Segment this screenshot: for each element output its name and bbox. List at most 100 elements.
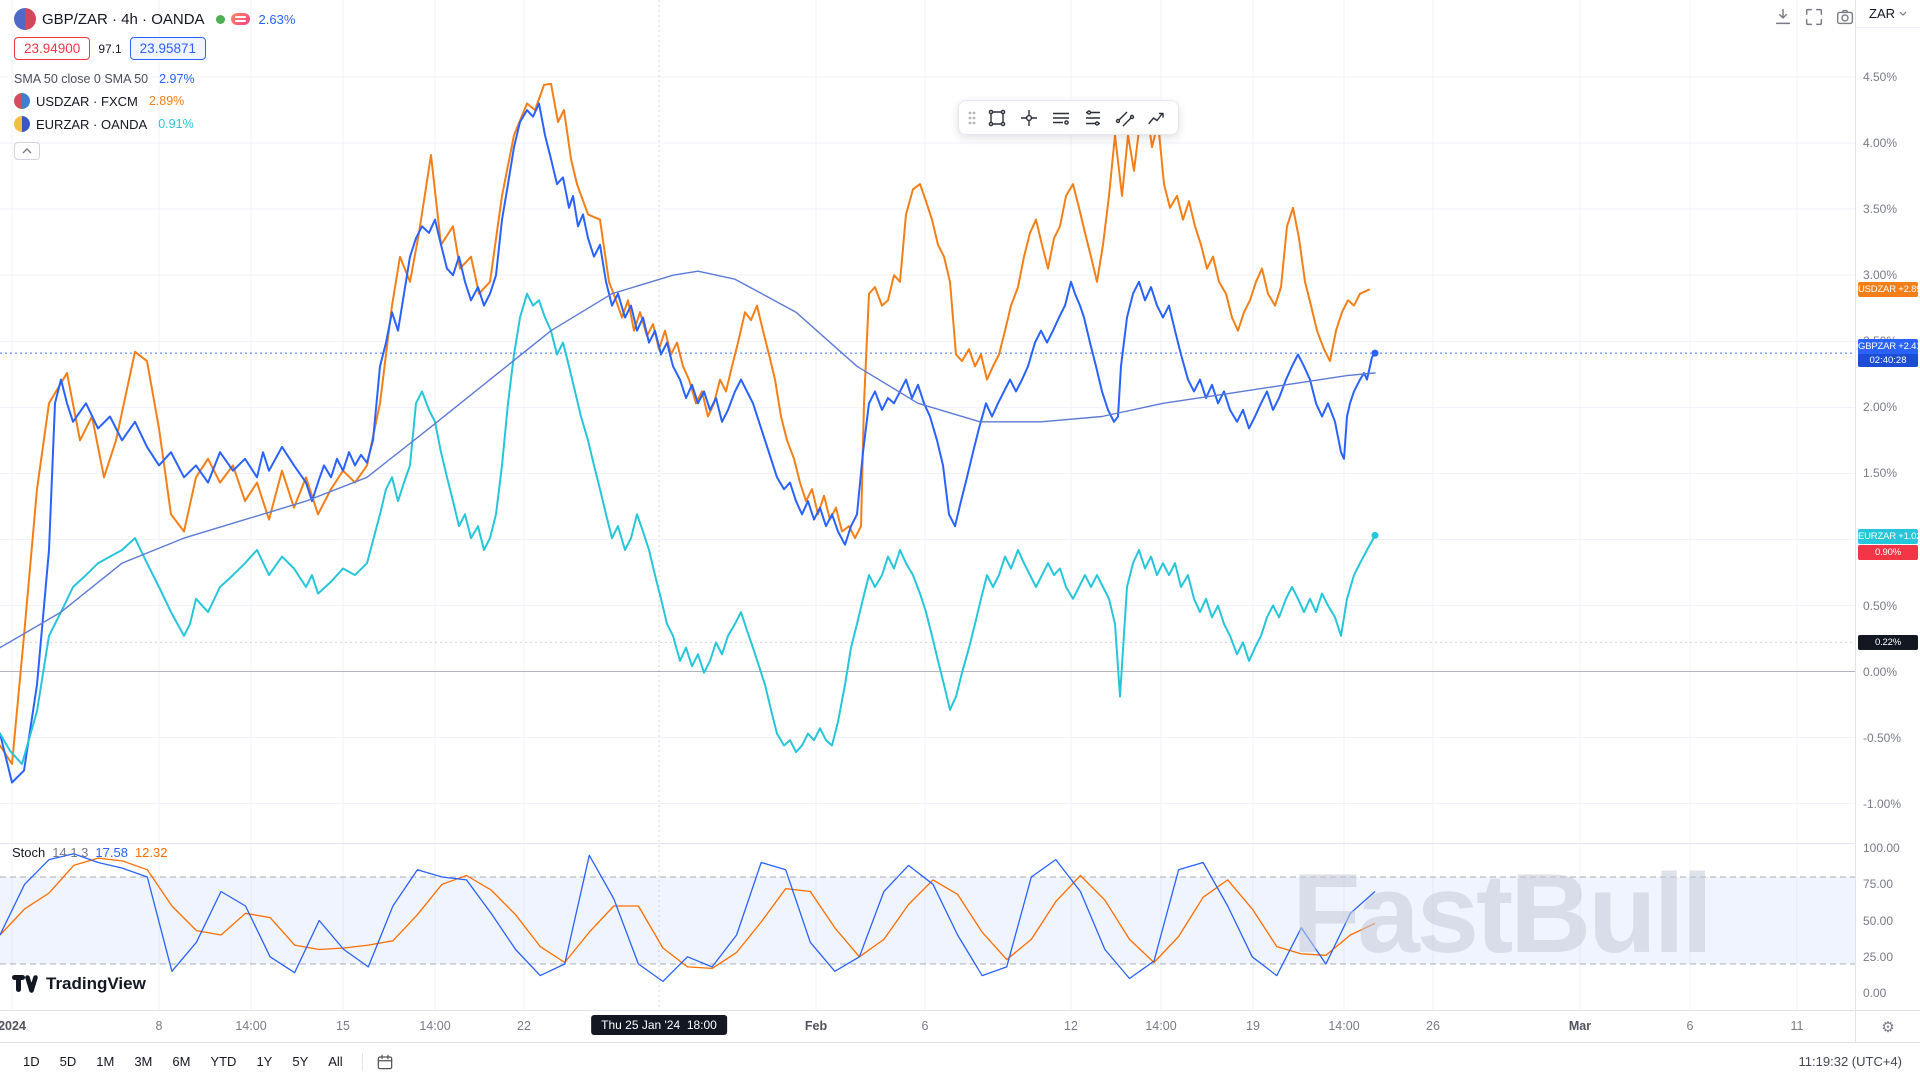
stoch-scale-label: 0.00 <box>1863 986 1887 1000</box>
time-axis-label: 6 <box>1686 1019 1694 1033</box>
tradingview-logo[interactable]: TradingView <box>12 974 146 994</box>
price-scale-label: 3.50% <box>1863 202 1898 217</box>
rectangle-tool-icon[interactable] <box>983 104 1010 131</box>
range-1d[interactable]: 1D <box>23 1054 40 1069</box>
stoch-d-value: 12.32 <box>134 845 168 860</box>
range-1y[interactable]: 1Y <box>256 1054 273 1069</box>
symbol-change-value: 2.63% <box>258 11 296 27</box>
gbpzar-price-badge: GBPZAR +2.41%02:40:28 <box>1858 339 1918 367</box>
time-axis-label: 15 <box>336 1019 350 1033</box>
drawing-toolbar <box>958 100 1179 135</box>
range-3m[interactable]: 3M <box>134 1054 153 1069</box>
price-scale-label: 4.00% <box>1863 136 1898 151</box>
camera-icon[interactable] <box>1834 6 1855 28</box>
time-axis-label: 2024 <box>0 1019 26 1033</box>
currency-label: ZAR <box>1869 6 1895 21</box>
date-range-buttons: 1D 5D 1M 3M 6M YTD 1Y 5Y All <box>14 1050 352 1073</box>
gear-icon[interactable]: ⚙ <box>1881 1018 1895 1036</box>
toolbar-divider <box>361 1052 363 1071</box>
crosshair-tool-icon[interactable] <box>1015 104 1042 131</box>
scale-settings-corner[interactable]: ⚙ <box>1855 1010 1920 1042</box>
download-icon[interactable] <box>1772 6 1794 28</box>
range-ytd[interactable]: YTD <box>210 1054 237 1069</box>
time-axis-label: 22 <box>517 1019 531 1033</box>
chevron-up-icon <box>22 148 32 154</box>
price-scale-label: 0.50% <box>1863 598 1898 613</box>
symbol-icon <box>14 8 36 30</box>
sma-indicator-label[interactable]: SMA 50 close 0 SMA 50 <box>14 72 149 86</box>
usdzar-compare-value: 2.89% <box>148 94 185 108</box>
symbol-title[interactable]: GBP/ZAR · 4h · OANDA <box>42 10 205 28</box>
sell-price-button[interactable]: 23.94900 <box>14 37 91 60</box>
time-axis-label: 6 <box>921 1019 929 1033</box>
time-scale[interactable]: 2024 8 14:00 15 14:00 22 Feb 6 12 14:00 19 14:00 26 M… <box>0 1010 1855 1042</box>
collapse-legend-button[interactable] <box>14 142 40 160</box>
horizontal-line-tool-icon[interactable] <box>1047 104 1074 131</box>
range-1m[interactable]: 1M <box>96 1054 115 1069</box>
trend-line-tool-icon[interactable] <box>1143 104 1170 131</box>
drag-handle-icon[interactable] <box>967 110 977 126</box>
price-scale-label: 0.00% <box>1863 664 1898 679</box>
sma-indicator-value: 2.97% <box>159 72 195 86</box>
eurzar-last-badge: 0.90% <box>1858 545 1918 560</box>
chart-pane[interactable]: FastBull GBP/ZAR · 4h · OANDA 2.63% 23.9… <box>0 0 1855 1010</box>
crosshair-price-badge: 0.22% <box>1858 635 1918 650</box>
range-6m[interactable]: 6M <box>172 1054 191 1069</box>
tradingview-wordmark: TradingView <box>46 974 146 993</box>
time-axis-label: 14:00 <box>235 1019 267 1033</box>
currency-selector[interactable]: ZAR <box>1856 0 1920 28</box>
price-scale-label: 4.50% <box>1863 70 1898 85</box>
price-scale-label: -0.50% <box>1863 730 1902 745</box>
price-scale-label: 1.50% <box>1863 466 1898 481</box>
usdzar-symbol-icon <box>14 93 30 109</box>
usdzar-price-badge: USDZAR +2.89% <box>1858 282 1918 297</box>
fib-retracement-tool-icon[interactable] <box>1079 104 1106 131</box>
buy-price-button[interactable]: 23.95871 <box>129 37 206 60</box>
chevron-down-icon <box>1899 11 1907 16</box>
market-status-icon[interactable] <box>215 14 225 24</box>
time-axis-label: 19 <box>1246 1019 1260 1033</box>
eurzar-compare-label[interactable]: EURZAR · OANDA <box>36 116 148 132</box>
chart-action-icons <box>1772 6 1855 28</box>
stoch-scale-label: 25.00 <box>1863 949 1894 964</box>
time-axis-label: 8 <box>155 1019 163 1033</box>
fullscreen-icon[interactable] <box>1803 6 1825 28</box>
range-all[interactable]: All <box>328 1054 343 1069</box>
stoch-scale-label: 50.00 <box>1863 913 1894 928</box>
eurzar-price-badge: EURZAR +1.02% <box>1858 529 1918 544</box>
hot-list-icon[interactable] <box>230 13 250 25</box>
symbol-legend: GBP/ZAR · 4h · OANDA 2.63% 23.94900 97.1… <box>14 8 295 160</box>
crosshair-date-badge: Thu 25 Jan '24 18:00 <box>591 1015 727 1035</box>
stoch-title[interactable]: Stoch <box>12 845 46 860</box>
price-scale-label: 2.00% <box>1863 400 1898 415</box>
time-axis-label: Feb <box>804 1019 828 1033</box>
time-axis-label: 12 <box>1064 1019 1078 1033</box>
server-clock[interactable]: 11:19:32 (UTC+4) <box>1798 1054 1902 1069</box>
stoch-k-value: 17.58 <box>95 845 128 860</box>
tradingview-mark-icon <box>12 975 38 993</box>
eurzar-symbol-icon <box>14 116 30 132</box>
price-scale-label: 3.00% <box>1863 268 1898 283</box>
time-axis-label: 26 <box>1426 1019 1440 1033</box>
time-axis-label: 11 <box>1790 1019 1804 1033</box>
time-axis-label: 14:00 <box>419 1019 451 1033</box>
stoch-scale-label: 100.00 <box>1863 841 1900 855</box>
spread-value: 97.1 <box>98 41 122 56</box>
parallel-channel-tool-icon[interactable] <box>1111 104 1138 131</box>
range-5y[interactable]: 5Y <box>292 1054 309 1069</box>
time-axis-label: 14:00 <box>1145 1019 1177 1033</box>
time-axis-label: Mar <box>1568 1019 1592 1033</box>
bottom-toolbar: 1D 5D 1M 3M 6M YTD 1Y 5Y All 11:19:32 (UTC+4) <box>0 1042 1920 1080</box>
time-axis-label: 14:00 <box>1328 1019 1360 1033</box>
stoch-params: 14 1 3 <box>52 845 89 860</box>
range-5d[interactable]: 5D <box>59 1054 77 1069</box>
price-chart[interactable] <box>0 0 1855 1010</box>
stoch-scale-label: 75.00 <box>1863 877 1894 892</box>
go-to-date-icon[interactable] <box>373 1050 397 1074</box>
usdzar-compare-label[interactable]: USDZAR · FXCM <box>36 93 138 109</box>
stoch-legend: Stoch 14 1 3 17.58 12.32 <box>12 845 168 860</box>
price-scale[interactable]: ZAR 4.50%4.00%3.50%3.00%2.50%2.00%1.50%1… <box>1855 0 1920 1010</box>
price-scale-label: -1.00% <box>1863 796 1902 811</box>
eurzar-compare-value: 0.91% <box>158 117 194 131</box>
